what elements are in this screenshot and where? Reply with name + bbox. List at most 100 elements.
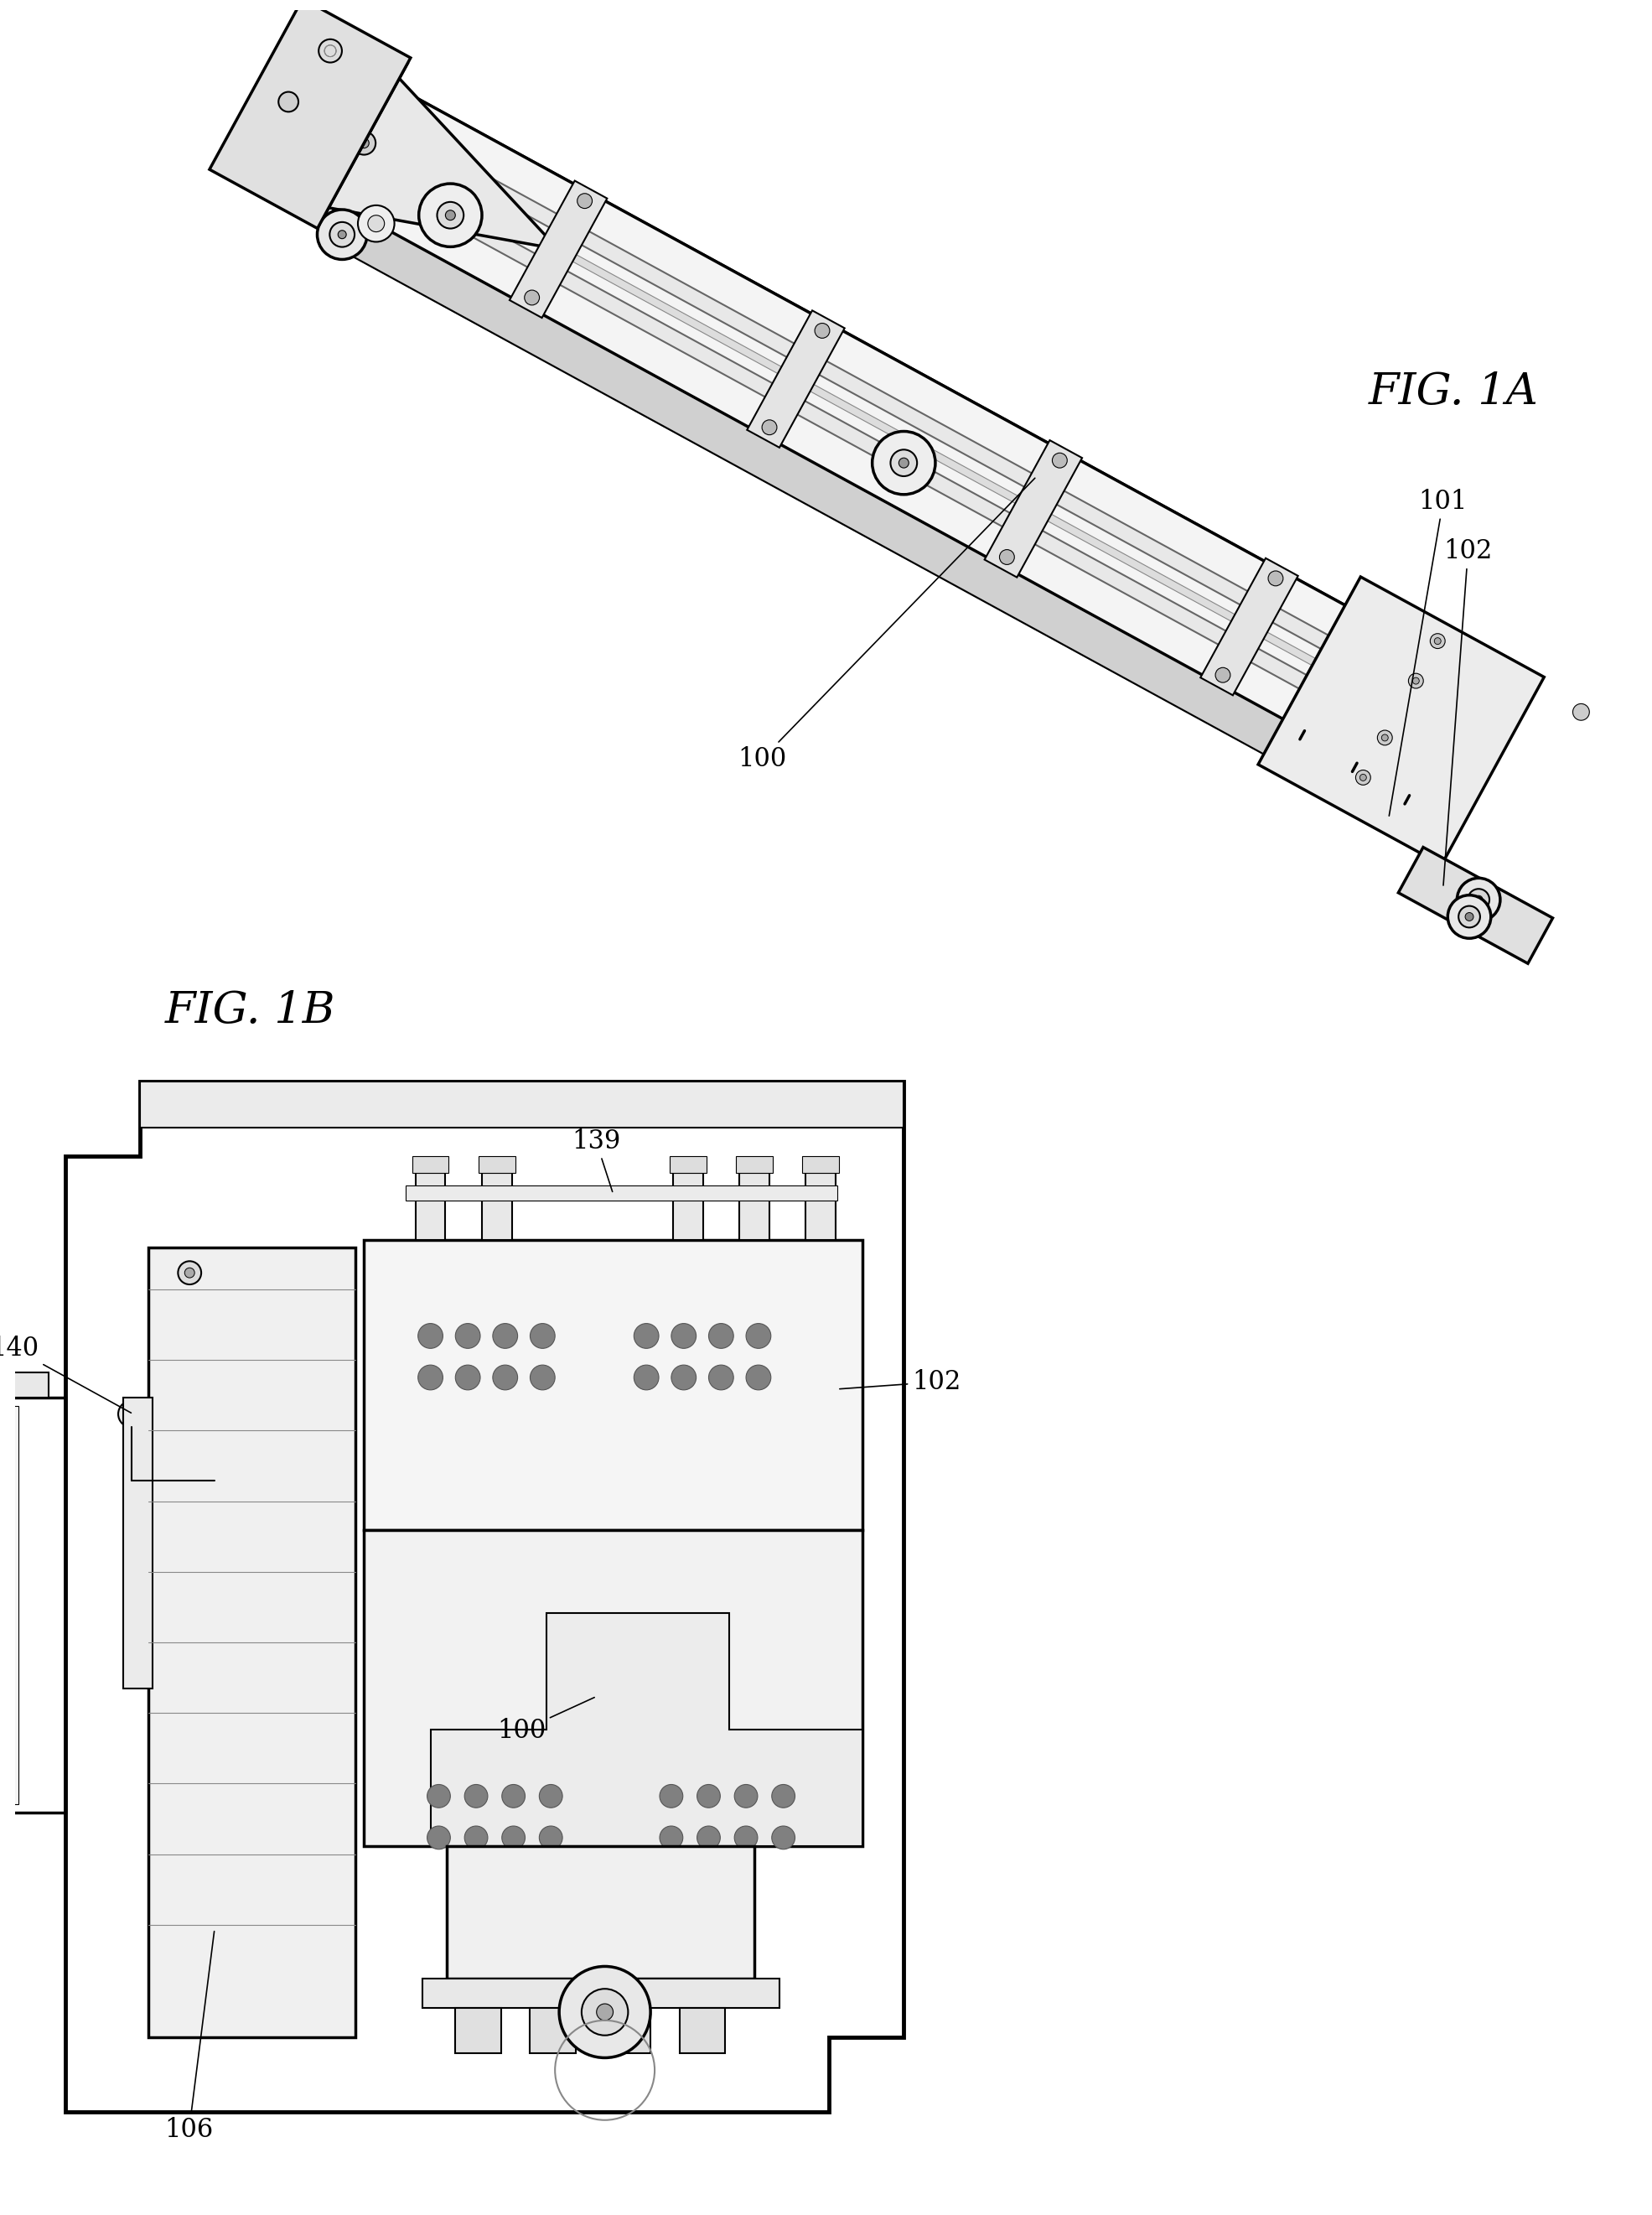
Circle shape (872, 432, 935, 494)
Circle shape (178, 1260, 202, 1285)
Circle shape (492, 1325, 517, 1349)
Circle shape (539, 1785, 562, 1807)
Circle shape (456, 1364, 481, 1391)
Text: 102: 102 (839, 1369, 961, 1395)
Bar (482, 1174, 512, 1240)
Circle shape (1348, 766, 1356, 775)
Bar (806, 1174, 836, 1240)
Circle shape (999, 549, 1014, 565)
Polygon shape (383, 151, 1424, 724)
Bar (669, 1156, 705, 1174)
Circle shape (530, 1364, 555, 1391)
Polygon shape (431, 1613, 862, 1845)
Polygon shape (985, 441, 1082, 578)
Circle shape (358, 206, 395, 241)
Polygon shape (747, 310, 844, 447)
Polygon shape (316, 69, 558, 250)
Circle shape (1434, 638, 1441, 645)
Bar (530, 2009, 577, 2053)
Bar (423, 1978, 780, 2009)
Circle shape (438, 202, 464, 228)
Text: 100: 100 (497, 1697, 595, 1743)
Polygon shape (1201, 558, 1298, 696)
Bar (363, 1531, 862, 1845)
Circle shape (582, 1989, 628, 2036)
Circle shape (530, 1325, 555, 1349)
Bar (140, 1081, 904, 1127)
Circle shape (492, 1364, 517, 1391)
Circle shape (1289, 729, 1312, 751)
Bar (0, 1398, 64, 1812)
Circle shape (709, 1364, 733, 1391)
Circle shape (1457, 877, 1500, 921)
Circle shape (659, 1785, 682, 1807)
Circle shape (659, 1825, 682, 1850)
Circle shape (185, 1267, 195, 1278)
Circle shape (539, 1825, 562, 1850)
Bar (605, 2009, 651, 2053)
Circle shape (418, 1364, 443, 1391)
Circle shape (747, 1364, 771, 1391)
Circle shape (1459, 906, 1480, 928)
Circle shape (1295, 735, 1303, 744)
Polygon shape (334, 199, 1412, 835)
Text: FIG. 1B: FIG. 1B (165, 990, 335, 1032)
Text: FIG. 1A: FIG. 1A (1370, 370, 1540, 414)
Polygon shape (223, 11, 408, 224)
Circle shape (671, 1325, 695, 1349)
Circle shape (814, 323, 829, 339)
Circle shape (709, 1325, 733, 1349)
Circle shape (771, 1785, 795, 1807)
Text: 101: 101 (1389, 490, 1467, 815)
Circle shape (319, 40, 342, 62)
Circle shape (358, 137, 368, 148)
Circle shape (126, 1407, 139, 1420)
Polygon shape (372, 168, 1414, 749)
Circle shape (1469, 888, 1490, 910)
Circle shape (464, 1825, 487, 1850)
Circle shape (1465, 913, 1474, 921)
Circle shape (428, 1785, 451, 1807)
Circle shape (890, 450, 917, 476)
Circle shape (1269, 571, 1284, 585)
Circle shape (524, 290, 540, 306)
Circle shape (368, 215, 385, 233)
Circle shape (1216, 667, 1231, 682)
Circle shape (1381, 735, 1388, 742)
Circle shape (735, 1825, 758, 1850)
Circle shape (339, 230, 347, 239)
Polygon shape (393, 128, 1437, 709)
Bar (0, 1373, 48, 1398)
Circle shape (1412, 678, 1419, 684)
Bar (803, 1156, 839, 1174)
Polygon shape (509, 182, 608, 317)
Bar (740, 1174, 770, 1240)
Bar (416, 1174, 446, 1240)
Circle shape (697, 1785, 720, 1807)
Circle shape (1409, 673, 1424, 689)
Circle shape (1475, 895, 1483, 904)
Bar (363, 1240, 862, 1531)
Bar (679, 2009, 725, 2053)
Bar (124, 1398, 152, 1688)
Text: 102: 102 (1444, 538, 1492, 886)
Circle shape (1356, 771, 1371, 784)
Polygon shape (334, 133, 1475, 835)
Polygon shape (64, 1081, 904, 2111)
Circle shape (456, 1325, 481, 1349)
Polygon shape (210, 0, 411, 228)
Circle shape (1277, 715, 1323, 762)
Polygon shape (334, 86, 1475, 791)
Circle shape (317, 210, 367, 259)
Bar (405, 1185, 838, 1201)
Bar (479, 1156, 515, 1174)
Circle shape (352, 131, 375, 155)
Circle shape (771, 1825, 795, 1850)
Bar (149, 1247, 355, 2038)
Circle shape (899, 459, 909, 467)
Circle shape (464, 1785, 487, 1807)
Circle shape (634, 1364, 659, 1391)
Polygon shape (1259, 576, 1545, 864)
Circle shape (697, 1825, 720, 1850)
Circle shape (1401, 800, 1409, 808)
